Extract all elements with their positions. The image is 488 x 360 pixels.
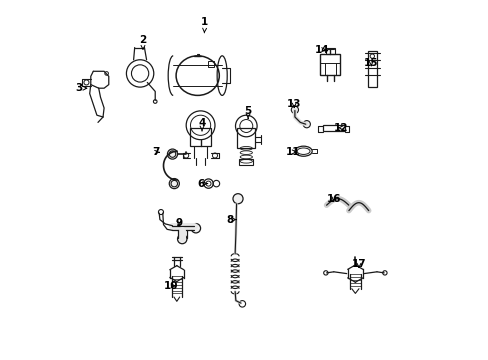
Circle shape (303, 121, 310, 128)
Bar (367, 51, 376, 87)
Text: 8: 8 (226, 215, 236, 225)
Text: 4: 4 (198, 118, 205, 131)
Text: 9: 9 (175, 218, 182, 228)
Text: 6: 6 (197, 179, 207, 189)
Circle shape (177, 234, 186, 244)
Text: 2: 2 (139, 35, 146, 49)
Text: 11: 11 (285, 147, 300, 157)
Bar (237, 128, 255, 148)
Bar (325, 48, 334, 54)
Text: 17: 17 (351, 259, 366, 269)
Circle shape (169, 179, 179, 189)
Text: 5: 5 (244, 105, 251, 118)
Bar (208, 61, 214, 67)
Text: 16: 16 (326, 194, 340, 204)
Bar (320, 54, 340, 75)
Circle shape (191, 224, 200, 233)
Text: 1: 1 (201, 17, 208, 33)
Circle shape (291, 106, 298, 113)
Text: 13: 13 (286, 99, 301, 109)
Circle shape (167, 149, 177, 159)
Text: 10: 10 (163, 281, 178, 291)
Text: 7: 7 (152, 147, 160, 157)
Text: 12: 12 (333, 123, 347, 133)
Bar (322, 125, 344, 131)
Text: 3: 3 (75, 83, 87, 93)
Bar (239, 159, 253, 165)
Circle shape (232, 194, 243, 204)
Text: 15: 15 (363, 58, 378, 68)
Bar (189, 128, 211, 146)
Text: 14: 14 (314, 45, 329, 55)
